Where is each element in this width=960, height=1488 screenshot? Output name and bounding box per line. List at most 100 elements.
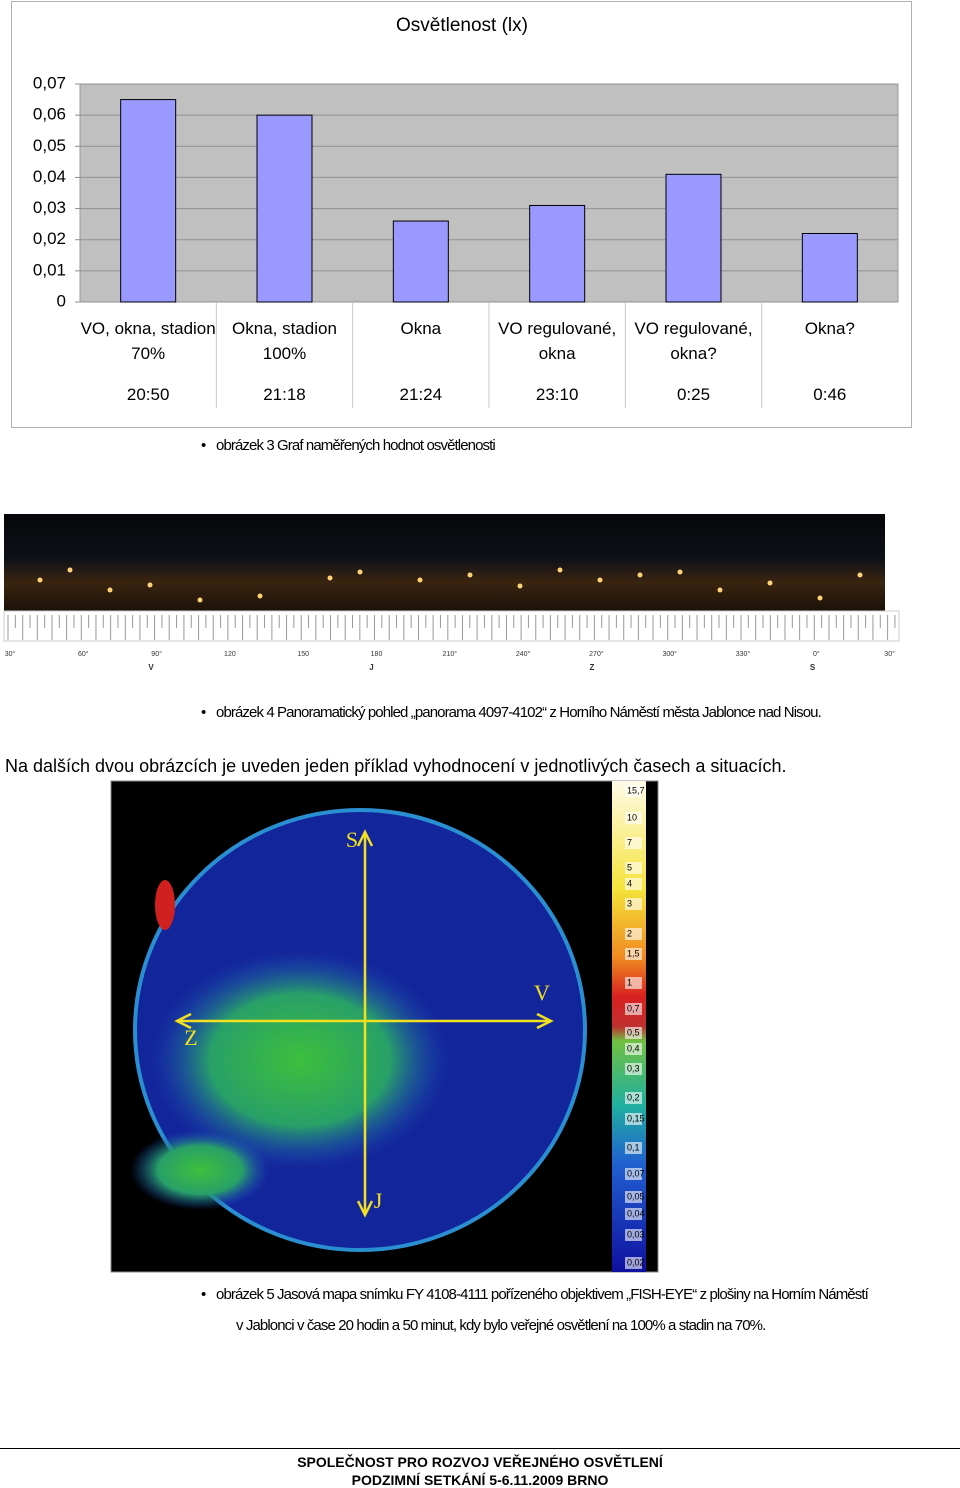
legend-label: 4 xyxy=(627,878,632,888)
city-light xyxy=(257,593,263,599)
x-tick-time: 0:25 xyxy=(676,385,711,404)
bar xyxy=(392,220,449,303)
legend-label: 0,5 xyxy=(627,1027,640,1037)
sky-disc xyxy=(133,808,587,1252)
city-light xyxy=(857,572,863,578)
scale-label: 90° xyxy=(151,650,162,658)
direction-label: Z xyxy=(184,1025,197,1050)
legend-label: 10 xyxy=(627,812,637,822)
legend-box xyxy=(625,898,642,910)
y-tick-label: 0,06 xyxy=(33,105,66,124)
fisheye-photo xyxy=(110,780,659,1273)
y-tick-label: 0 xyxy=(57,291,66,310)
legend-box xyxy=(625,1257,642,1269)
x-tick-time: 21:24 xyxy=(399,385,443,404)
direction-label: S xyxy=(346,827,358,852)
x-tick-time: 21:18 xyxy=(263,385,306,404)
x-tick-label: VO, okna, stadion 70% xyxy=(80,319,216,363)
city-light xyxy=(467,572,473,578)
scale-label: 30° xyxy=(5,650,16,658)
legend-label: 0,1 xyxy=(627,1142,640,1152)
legend-label: 3 xyxy=(627,898,632,908)
legend-label: 1,5 xyxy=(627,948,640,958)
y-tick-label: 0,05 xyxy=(33,136,66,155)
y-tick-label: 0,02 xyxy=(33,229,66,248)
bar xyxy=(256,114,313,303)
x-tick-time: 20:50 xyxy=(126,385,170,404)
legend-box xyxy=(625,1142,642,1154)
bar xyxy=(665,173,722,303)
y-tick-label: 0,01 xyxy=(33,260,66,279)
direction-label: Z xyxy=(590,663,595,672)
scale-label: 180 xyxy=(371,651,383,658)
city-light xyxy=(637,572,643,578)
bar xyxy=(801,232,858,303)
city-light xyxy=(107,587,113,593)
scale-label: 150 xyxy=(297,651,309,658)
bright-area xyxy=(130,1130,270,1210)
legend-label: 0,15 xyxy=(627,1113,645,1123)
legend-box xyxy=(625,1092,642,1104)
legend-box xyxy=(625,785,642,797)
legend-box xyxy=(625,1003,642,1015)
city-light xyxy=(67,567,73,573)
city-light xyxy=(817,595,823,601)
x-tick-label: Okna, stadion 100% xyxy=(232,319,337,363)
x-tick-label: VO regulované, okna? xyxy=(634,319,753,363)
scale-label: 0° xyxy=(813,650,820,658)
legend-box xyxy=(625,1208,642,1220)
legend-box xyxy=(625,1191,642,1203)
legend-box xyxy=(625,928,642,940)
direction-label: J xyxy=(374,1188,383,1213)
city-light xyxy=(37,577,43,583)
plot-area xyxy=(79,83,899,303)
footer: SPOLEČNOST PRO ROZVOJ VEŘEJNÉHO OSVĚTLEN… xyxy=(297,1454,663,1470)
legend-box xyxy=(625,1027,642,1039)
city-light xyxy=(417,577,423,583)
legend-box xyxy=(625,812,642,824)
scale-label: 300° xyxy=(662,650,677,658)
legend-box xyxy=(625,862,642,874)
caption: obrázek 4 Panoramatický pohled „panorama… xyxy=(201,704,822,721)
city-light xyxy=(357,569,363,575)
y-tick-label: 0,04 xyxy=(33,167,66,186)
direction-label: S xyxy=(810,663,816,672)
panorama-scale xyxy=(3,610,900,642)
arrow-heads xyxy=(174,829,554,1218)
scale-label: 60° xyxy=(78,650,89,658)
legend-label: 0,02 xyxy=(627,1257,645,1267)
legend-label: 0,2 xyxy=(627,1092,640,1102)
legend-box xyxy=(625,1043,642,1055)
city-light xyxy=(767,580,773,586)
legend-label: 0,05 xyxy=(627,1191,645,1201)
legend-label: 0,4 xyxy=(627,1043,640,1053)
caption: obrázek 3 Graf naměřených hodnot osvětle… xyxy=(201,437,496,454)
legend-box xyxy=(625,977,642,989)
scale-label: 330° xyxy=(736,650,751,658)
legend-box xyxy=(625,1229,642,1241)
y-tick-label: 0,07 xyxy=(33,73,66,92)
footer-rule xyxy=(0,1448,960,1449)
city-light xyxy=(597,577,603,583)
x-tick-label: VO regulované, okna xyxy=(498,319,617,363)
legend-label: 2 xyxy=(627,928,632,938)
city-light xyxy=(677,569,683,575)
x-tick-label: Okna? xyxy=(804,319,855,338)
legend-box xyxy=(625,1063,642,1075)
scale-label: 120 xyxy=(224,651,236,658)
caption: obrázek 5 Jasová mapa snímku FY 4108-411… xyxy=(201,1286,869,1303)
scale-label: 210° xyxy=(443,650,458,658)
direction-label: V xyxy=(148,663,154,672)
legend-box xyxy=(625,1113,642,1125)
x-tick-time: 23:10 xyxy=(535,385,579,404)
bright-area xyxy=(150,950,450,1170)
city-light xyxy=(327,575,333,581)
bar xyxy=(529,204,586,303)
hot-spot xyxy=(155,880,175,930)
chart-title: Osvětlenost (lx) xyxy=(396,15,528,36)
scale-label: 270° xyxy=(589,650,604,658)
x-tick-time: 0:46 xyxy=(813,385,847,404)
bar xyxy=(120,99,177,303)
legend-label: 0,07 xyxy=(627,1168,645,1178)
